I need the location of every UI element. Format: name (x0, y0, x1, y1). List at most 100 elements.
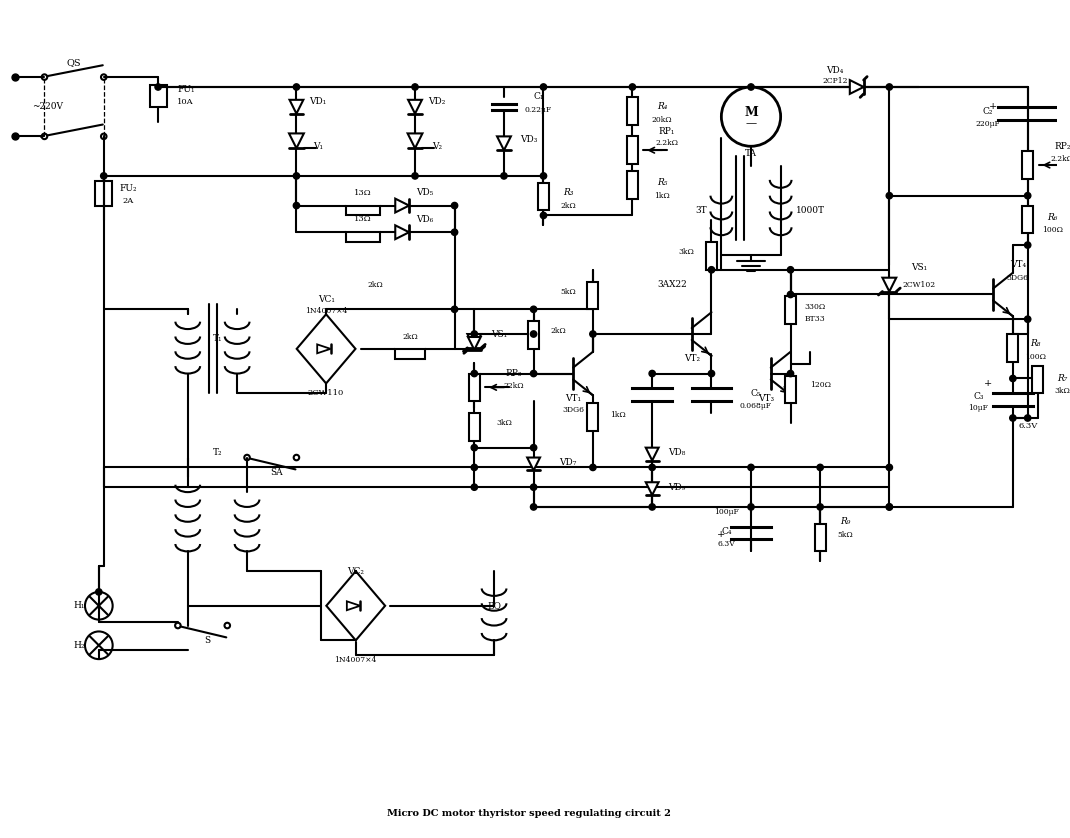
Polygon shape (347, 602, 361, 610)
Text: RP₂: RP₂ (1054, 142, 1070, 151)
Circle shape (412, 84, 418, 91)
Text: VT₃: VT₃ (758, 394, 774, 403)
Circle shape (721, 87, 781, 147)
Text: 2A: 2A (123, 197, 134, 204)
Circle shape (788, 292, 794, 297)
Polygon shape (317, 344, 331, 354)
Bar (538, 183, 549, 210)
Circle shape (531, 504, 537, 510)
Text: C₄: C₄ (721, 527, 732, 536)
Polygon shape (289, 133, 304, 148)
Polygon shape (408, 100, 422, 114)
Text: 2kΩ: 2kΩ (561, 202, 576, 210)
Circle shape (101, 173, 107, 179)
Circle shape (471, 484, 477, 490)
Circle shape (452, 203, 458, 209)
Polygon shape (290, 100, 304, 114)
Text: 3kΩ: 3kΩ (1054, 387, 1070, 396)
Circle shape (788, 266, 794, 273)
Circle shape (412, 173, 418, 179)
Text: 3kΩ: 3kΩ (678, 248, 694, 256)
Circle shape (293, 203, 300, 209)
Circle shape (629, 84, 636, 91)
Text: VT₁: VT₁ (565, 394, 581, 403)
Bar (587, 403, 598, 431)
Bar (469, 413, 479, 441)
Text: 100μF: 100μF (714, 508, 738, 516)
Text: V₁: V₁ (314, 142, 323, 151)
Text: 2kΩ: 2kΩ (550, 327, 566, 335)
Polygon shape (468, 334, 482, 348)
Circle shape (649, 504, 655, 510)
Circle shape (531, 370, 537, 377)
Text: 6.3V: 6.3V (717, 541, 735, 549)
Text: •: • (37, 134, 42, 139)
Text: 0.22μF: 0.22μF (525, 106, 552, 114)
Circle shape (817, 504, 823, 510)
Text: 1kΩ: 1kΩ (610, 411, 626, 419)
Text: 330Ω: 330Ω (805, 303, 826, 312)
Text: 6.3V: 6.3V (1018, 422, 1037, 430)
Text: 100Ω: 100Ω (1025, 353, 1046, 360)
Text: VT₂: VT₂ (684, 354, 700, 363)
Circle shape (1024, 415, 1030, 422)
Bar (346, 232, 381, 242)
Text: 1N4007×4: 1N4007×4 (335, 656, 377, 664)
Bar (706, 242, 717, 270)
Text: RP₁: RP₁ (659, 127, 675, 136)
Bar (1022, 151, 1034, 178)
Text: 20kΩ: 20kΩ (652, 116, 672, 123)
Text: +: + (717, 530, 725, 539)
Text: SA: SA (271, 468, 282, 477)
Circle shape (531, 484, 537, 490)
Bar (150, 85, 167, 106)
Circle shape (817, 464, 823, 471)
Circle shape (540, 84, 547, 91)
Circle shape (748, 464, 754, 471)
Text: 3kΩ: 3kΩ (496, 419, 511, 427)
Text: 1kΩ: 1kΩ (654, 192, 670, 199)
Text: 2CW102: 2CW102 (902, 281, 935, 288)
Text: M: M (744, 106, 758, 119)
Text: VD₉: VD₉ (668, 483, 686, 492)
Text: VD₆: VD₆ (416, 215, 433, 224)
Text: S: S (204, 636, 211, 645)
Text: RP₃: RP₃ (506, 369, 522, 378)
Text: C₅: C₅ (751, 389, 761, 398)
Text: 1N4007×4: 1N4007×4 (305, 308, 348, 315)
Text: BQ: BQ (487, 601, 501, 610)
Text: 2kΩ: 2kΩ (368, 281, 383, 288)
Text: VD₃: VD₃ (520, 135, 537, 144)
Polygon shape (850, 80, 863, 94)
Polygon shape (528, 458, 540, 470)
Circle shape (471, 444, 477, 451)
Bar (1033, 365, 1043, 393)
Circle shape (452, 306, 458, 313)
Text: 2.2kΩ: 2.2kΩ (1051, 155, 1070, 163)
Text: 0.068μF: 0.068μF (740, 402, 771, 410)
Circle shape (293, 173, 300, 179)
Text: 3AX22: 3AX22 (657, 280, 687, 289)
Circle shape (501, 173, 507, 179)
Text: V₂: V₂ (431, 142, 442, 151)
Circle shape (95, 589, 102, 595)
Text: ~220V: ~220V (32, 102, 63, 111)
Text: •: • (37, 75, 42, 80)
Text: T₂: T₂ (213, 448, 223, 457)
Circle shape (649, 370, 655, 377)
Circle shape (886, 193, 892, 199)
Circle shape (155, 84, 162, 91)
Text: 3T: 3T (696, 206, 707, 215)
Circle shape (293, 84, 300, 91)
Text: 10A: 10A (178, 98, 194, 106)
Text: T₁: T₁ (213, 334, 223, 344)
Circle shape (1024, 193, 1030, 199)
Text: 100Ω: 100Ω (1042, 226, 1063, 235)
Polygon shape (395, 225, 409, 239)
Text: VS₁: VS₁ (491, 329, 507, 339)
Text: R₅: R₅ (657, 178, 668, 188)
Circle shape (531, 444, 537, 451)
Text: TA: TA (745, 148, 756, 158)
Bar (785, 375, 796, 403)
Text: 220μF: 220μF (976, 120, 1000, 127)
